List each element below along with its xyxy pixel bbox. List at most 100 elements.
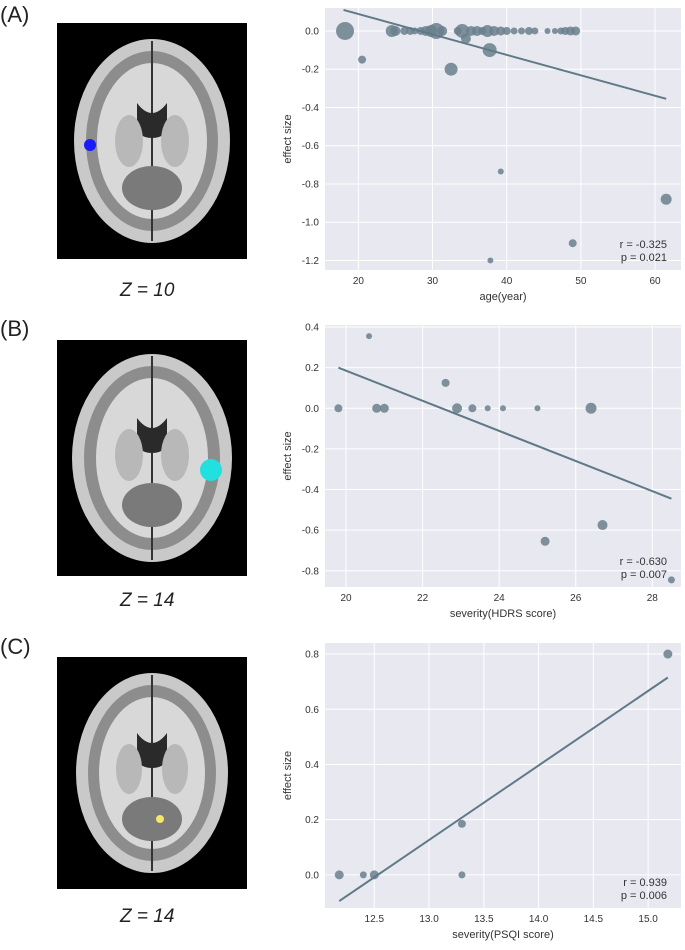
data-point <box>540 536 550 546</box>
data-point <box>457 819 466 828</box>
data-point <box>496 26 506 36</box>
data-point <box>468 404 477 413</box>
y-axis-label: effect size <box>282 751 294 800</box>
data-point <box>400 26 409 35</box>
panel-label-a: (A) <box>0 2 30 27</box>
panel-label-b: (B) <box>0 316 30 341</box>
x-tick-label: 24 <box>494 593 506 604</box>
data-point <box>597 520 608 531</box>
data-point <box>452 403 463 414</box>
y-tick-label: 0.4 <box>305 323 319 334</box>
data-point <box>441 378 450 387</box>
stat-p: p = 0.021 <box>621 252 667 264</box>
x-tick-label: 14.0 <box>529 914 549 925</box>
data-point <box>458 871 466 879</box>
data-point <box>437 25 448 36</box>
x-axis-label: age(year) <box>479 291 526 303</box>
panel-label-c: (C) <box>0 634 31 659</box>
x-tick-label: 30 <box>427 276 439 287</box>
x-tick-label: 20 <box>353 276 365 287</box>
scatter-plot: 20 22 24 26 28 0.4 0.2 0.0 -0.2 -0.4 -0.6 -0.8 sever… <box>282 323 681 620</box>
activation-blob <box>156 815 164 823</box>
activation-blob <box>200 459 222 481</box>
chart-a: 20 30 40 50 60 0.0 -0.2 -0.4 -0.6 -0.8 -1.0 -1.2 age… <box>255 5 685 310</box>
x-tick-label: 22 <box>417 593 429 604</box>
x-tick-label: 26 <box>570 593 582 604</box>
x-tick-label: 13.0 <box>419 914 439 925</box>
y-tick-label: -0.2 <box>302 444 320 455</box>
data-point <box>369 870 379 880</box>
scatter-plot: 12.5 13.0 13.5 14.0 14.5 15.0 0.8 0.6 0.4 0.2 0.0 s… <box>282 643 681 941</box>
brain-slice-a <box>57 23 247 259</box>
x-tick-label: 14.5 <box>584 914 604 925</box>
data-point <box>585 402 597 414</box>
data-point <box>518 27 526 35</box>
y-tick-label: -0.6 <box>302 526 320 537</box>
y-axis-label: effect size <box>282 431 294 480</box>
data-point <box>487 257 494 264</box>
plot-area <box>325 643 681 908</box>
brain-slice-b-image <box>72 354 232 562</box>
z-label-c: Z = 14 <box>120 906 175 927</box>
x-tick-label: 28 <box>647 593 659 604</box>
data-point <box>444 62 458 76</box>
y-tick-label: 0.2 <box>305 815 319 826</box>
scatter-plot: 20 30 40 50 60 0.0 -0.2 -0.4 -0.6 -0.8 -1.0 -1.2 age… <box>282 8 681 303</box>
z-label-b: Z = 14 <box>120 590 175 611</box>
data-point <box>667 576 675 584</box>
y-tick-label: 0.0 <box>305 404 319 415</box>
stat-r: r = 0.939 <box>623 877 667 889</box>
data-point <box>663 649 673 659</box>
x-tick-label: 13.5 <box>474 914 494 925</box>
data-point <box>544 27 551 34</box>
y-tick-label: -0.4 <box>302 485 320 496</box>
x-axis-label: severity(PSQI score) <box>452 929 553 941</box>
data-point <box>534 405 541 412</box>
chart-c: 12.5 13.0 13.5 14.0 14.5 15.0 0.8 0.6 0.4 0.2 0.0 s… <box>255 640 685 948</box>
data-point <box>358 55 367 64</box>
brain-slice-a-image <box>74 39 230 243</box>
x-tick-label: 15.0 <box>638 914 658 925</box>
stat-p: p = 0.006 <box>621 890 667 902</box>
x-tick-label: 20 <box>340 593 352 604</box>
data-point <box>524 26 533 35</box>
data-point <box>500 405 506 412</box>
y-tick-label: -1.0 <box>302 218 320 229</box>
activation-blob <box>84 139 96 151</box>
data-point <box>372 403 382 413</box>
data-point <box>366 333 373 340</box>
y-axis-label: effect size <box>282 114 294 163</box>
plot-area <box>325 325 681 587</box>
stat-r: r = -0.325 <box>620 239 667 251</box>
y-tick-label: 0.0 <box>305 870 319 881</box>
regression-line <box>343 8 667 100</box>
z-label-a: Z = 10 <box>120 280 175 301</box>
data-point <box>390 25 401 36</box>
y-tick-label: 0.4 <box>305 760 319 771</box>
data-point <box>660 193 672 205</box>
data-point <box>551 27 558 34</box>
data-point <box>497 168 504 175</box>
data-point <box>531 27 539 35</box>
data-point <box>571 26 581 36</box>
data-point <box>460 33 471 44</box>
y-tick-label: 0.6 <box>305 705 319 716</box>
data-point <box>484 405 491 412</box>
data-point <box>502 26 511 35</box>
y-tick-label: -1.2 <box>302 256 320 267</box>
x-tick-label: 40 <box>501 276 513 287</box>
y-tick-label: 0.2 <box>305 363 319 374</box>
stat-r: r = -0.630 <box>620 556 667 568</box>
y-tick-label: -0.8 <box>302 179 320 190</box>
regression-line <box>338 366 672 500</box>
regression-line <box>338 676 669 902</box>
stat-p: p = 0.007 <box>621 569 667 581</box>
y-tick-label: -0.6 <box>302 141 320 152</box>
x-tick-label: 50 <box>575 276 587 287</box>
y-tick-label: 0.0 <box>305 26 319 37</box>
y-tick-label: -0.4 <box>302 103 320 114</box>
brain-slice-b <box>57 340 247 576</box>
plot-area <box>325 8 681 270</box>
data-point <box>379 403 389 413</box>
x-tick-label: 60 <box>649 276 661 287</box>
